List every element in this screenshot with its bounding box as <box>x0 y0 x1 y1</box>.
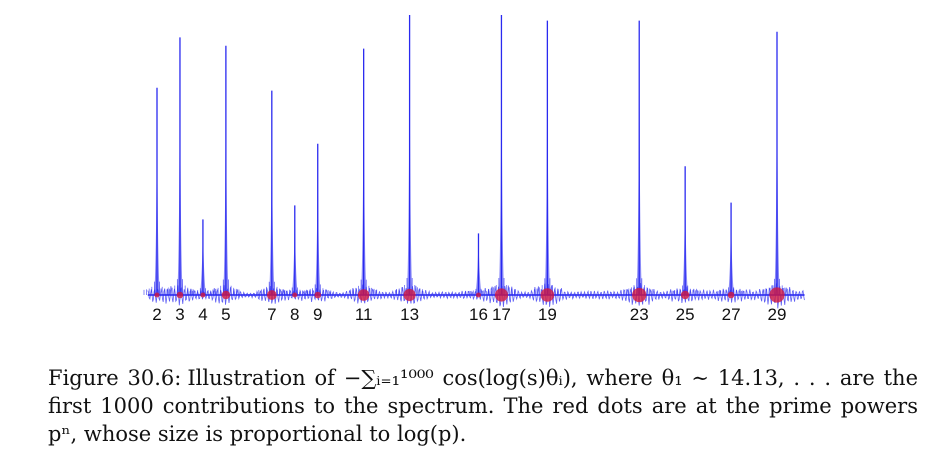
x-tick-label-8: 8 <box>290 305 299 324</box>
prime-power-dot-5 <box>221 290 231 300</box>
x-tick-label-5: 5 <box>221 305 230 324</box>
peak-x3 <box>166 37 194 296</box>
prime-power-dot-29 <box>769 287 785 303</box>
x-tick-label-4: 4 <box>198 305 207 324</box>
peak-x25 <box>671 166 699 295</box>
prime-power-dot-2 <box>154 292 160 298</box>
peak-x4 <box>189 219 217 295</box>
prime-power-dot-23 <box>632 287 647 303</box>
x-tick-label-17: 17 <box>492 305 511 324</box>
prime-power-dot-16 <box>475 292 482 298</box>
prime-power-dot-3 <box>176 291 184 299</box>
x-tick-labels: 2 3 4 5 7 8 9 11 13 16 17 19 23 25 27 29 <box>152 305 786 324</box>
x-tick-label-3: 3 <box>175 305 184 324</box>
peak-x23 <box>625 20 653 295</box>
peak-x27 <box>717 202 745 295</box>
x-tick-label-13: 13 <box>400 305 419 324</box>
prime-power-dots <box>154 287 785 303</box>
x-tick-label-19: 19 <box>538 305 557 324</box>
prime-power-dot-27 <box>727 291 735 299</box>
spectrum-chart: 2 3 4 5 7 8 9 11 13 16 17 19 23 25 27 29 <box>143 15 805 324</box>
prime-power-dot-19 <box>540 288 555 302</box>
x-tick-label-2: 2 <box>152 305 161 324</box>
prime-power-dot-13 <box>403 288 416 302</box>
peak-x7 <box>258 90 286 295</box>
peak-x16 <box>465 233 492 295</box>
peak-x13 <box>396 15 423 295</box>
x-tick-label-7: 7 <box>267 305 276 324</box>
peak-x17 <box>488 15 515 295</box>
prime-power-dot-8 <box>292 292 298 298</box>
spectrum-peaks <box>143 15 791 296</box>
peak-x2 <box>143 87 171 295</box>
prime-power-dot-25 <box>680 290 690 300</box>
peak-x8 <box>281 205 309 295</box>
prime-power-dot-11 <box>357 289 370 301</box>
x-tick-label-29: 29 <box>768 305 787 324</box>
peak-x11 <box>350 48 378 295</box>
x-tick-label-16: 16 <box>469 305 488 324</box>
peak-x29 <box>763 31 791 296</box>
figure-label: Figure 30.6: <box>48 366 182 390</box>
x-tick-label-23: 23 <box>630 305 649 324</box>
prime-power-dot-17 <box>494 288 509 302</box>
prime-power-dot-9 <box>314 291 322 299</box>
figure-caption: Figure 30.6: Illustration of −∑ᵢ₌₁¹⁰⁰⁰ co… <box>48 364 918 448</box>
x-tick-label-9: 9 <box>313 305 322 324</box>
peak-x5 <box>212 45 240 295</box>
prime-power-dot-4 <box>200 292 206 298</box>
x-tick-label-11: 11 <box>355 305 373 324</box>
prime-power-dot-7 <box>266 290 277 300</box>
x-tick-label-27: 27 <box>722 305 741 324</box>
x-tick-label-25: 25 <box>676 305 695 324</box>
peak-x19 <box>533 20 561 295</box>
figure-caption-text: Illustration of −∑ᵢ₌₁¹⁰⁰⁰ cos(log(s)θᵢ),… <box>48 366 918 446</box>
peak-x9 <box>304 143 332 295</box>
